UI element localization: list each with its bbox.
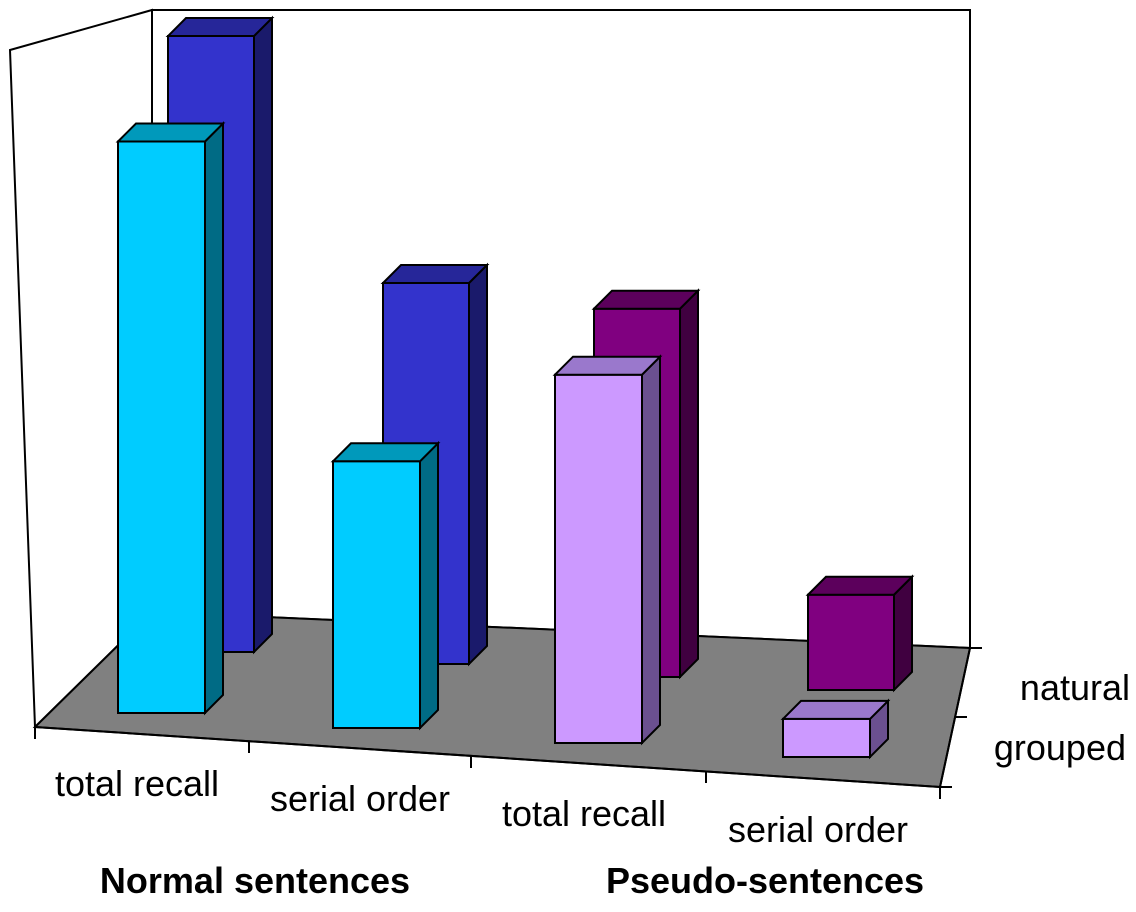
- group-label-pseudo: Pseudo-sentences: [606, 860, 924, 901]
- bar-top-face: [780, 699, 891, 720]
- bar-side-face: [419, 440, 439, 731]
- bar-grouped-3: [780, 698, 891, 760]
- bar-front-face: [782, 717, 871, 758]
- bar-front-face: [332, 460, 421, 729]
- bar-top-face: [330, 442, 441, 463]
- bar-grouped-0: [115, 121, 226, 716]
- bar-side-face: [468, 262, 488, 667]
- bar-top-face: [165, 17, 275, 38]
- bar-side-face: [893, 574, 913, 693]
- depth-label-natural: natural: [1020, 667, 1130, 708]
- bar-top-face: [805, 575, 915, 596]
- bar-side-face: [679, 288, 699, 680]
- bar-natural-3: [805, 574, 915, 693]
- x-tick-label: serial order: [270, 778, 450, 819]
- x-tick-label: total recall: [502, 793, 666, 834]
- bar-top-face: [380, 264, 490, 284]
- bar-top-face: [552, 355, 663, 376]
- depth-label-grouped: grouped: [994, 727, 1126, 768]
- x-tick-label: serial order: [728, 809, 908, 850]
- depth-axis: [939, 647, 982, 788]
- bar-side-face: [641, 354, 661, 746]
- bar-front-face: [554, 373, 643, 744]
- bar-grouped-2: [552, 354, 663, 746]
- x-tick-label: total recall: [55, 763, 219, 804]
- bar-top-face: [115, 122, 226, 143]
- bars-layer: [115, 15, 915, 760]
- bar-top-face: [591, 289, 701, 310]
- bar-side-face: [253, 15, 273, 655]
- bar-side-face: [204, 121, 224, 716]
- group-label-normal: Normal sentences: [100, 860, 410, 901]
- bar-front-face: [117, 140, 206, 714]
- bar-front-face: [807, 593, 895, 691]
- x-axis: [34, 726, 941, 799]
- bar-grouped-1: [330, 440, 441, 731]
